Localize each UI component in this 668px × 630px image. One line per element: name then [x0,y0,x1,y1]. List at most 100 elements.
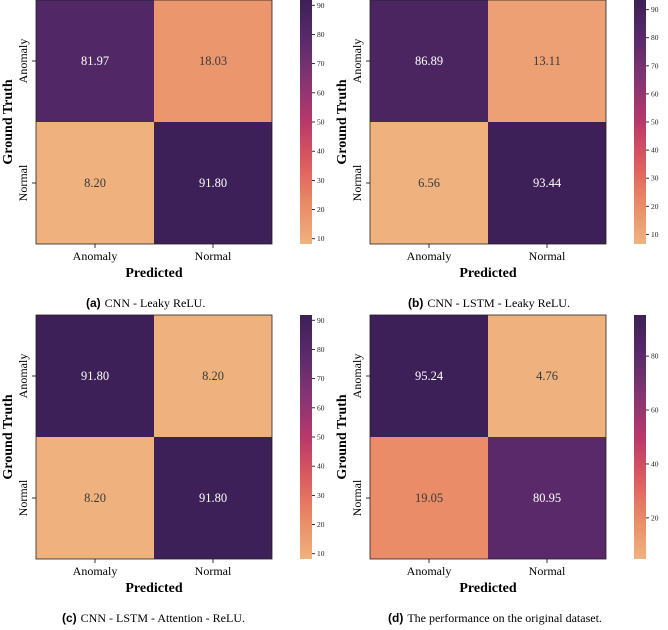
x-tick-label: Normal [195,564,232,578]
heatmap-frame [35,0,273,245]
colorbar-tick-label: 30 [317,176,325,185]
heatmap-cell [488,122,606,244]
colorbar-tick-label: 60 [317,403,325,412]
colorbar-tick-label: 50 [651,118,659,127]
colorbar-tick-label: 20 [651,202,659,211]
colorbar-tick-label: 40 [317,147,325,156]
cell-value-label: 80.95 [533,491,561,505]
caption-text-b: CNN - LSTM - Leaky ReLU. [427,296,570,310]
x-tick-label: Anomaly [407,249,452,263]
colorbar-tick-label: 70 [317,374,325,383]
cell-value-label: 81.97 [81,54,109,68]
cell-value-label: 8.20 [84,176,106,190]
heatmap-cell [36,437,154,559]
colorbar-tick-label: 20 [317,520,325,529]
cell-value-label: 6.56 [418,176,440,190]
y-tick-label: Normal [16,479,30,516]
cell-value-label: 95.24 [415,369,444,383]
colorbar-tick-label: 10 [317,549,325,558]
cell-value-label: 91.80 [199,176,227,190]
caption-a: (a) CNN - Leaky ReLU. [86,296,205,311]
heatmap-cell [154,437,272,559]
heatmap-frame [369,0,607,245]
caption-tag-b: (b) [408,296,424,310]
colorbar-tick-label: 50 [317,118,325,127]
heatmap-cell [36,0,154,122]
y-axis-label: Ground Truth [1,79,16,164]
y-tick-label: Anomaly [16,354,30,399]
y-tick-label: Normal [16,164,30,201]
colorbar-tick-label: 90 [317,1,325,10]
y-tick-label: Normal [350,479,364,516]
heatmap-panel-b: 86.89 13.11 6.56 93.44 Anomaly Normal Anomaly N… [334,0,668,315]
x-tick-label: Normal [529,249,566,263]
heatmap-cell [154,122,272,244]
heatmap-c: 91.80 8.20 8.20 91.80 Anomaly Normal Anomaly No… [1,314,325,596]
caption-d: (d) The performance on the original datas… [388,611,602,626]
x-tick-label: Normal [195,249,232,263]
x-axis-label: Predicted [125,266,182,281]
colorbar-tick-label: 80 [651,352,659,361]
heatmap-frame [369,314,607,560]
heatmap-panel-c: 91.80 8.20 8.20 91.80 Anomaly Normal Anomaly No… [0,314,334,630]
cell-value-label: 18.03 [199,54,227,68]
y-axis-label: Ground Truth [335,79,350,164]
heatmap-d: 95.24 4.76 19.05 80.95 Anomaly Normal Anomaly N… [335,314,659,596]
colorbar-tick-label: 60 [651,406,659,415]
caption-tag-a: (a) [86,296,101,310]
cell-value-label: 19.05 [415,491,443,505]
x-axis-label: Predicted [459,581,516,596]
cell-value-label: 4.76 [536,369,558,383]
colorbar-tick-label: 90 [317,316,325,325]
caption-tag-c: (c) [62,611,77,625]
heatmap-cell [154,315,272,437]
heatmap-cell [370,0,488,122]
cell-value-label: 86.89 [415,54,443,68]
heatmap-cell [370,122,488,244]
colorbar-tick-label: 40 [317,462,325,471]
heatmap-cell [370,437,488,559]
colorbar-tick-label: 60 [317,88,325,97]
x-axis-label: Predicted [125,581,182,596]
x-axis-label: Predicted [459,266,516,281]
heatmap-cell [488,0,606,122]
y-tick-label: Anomaly [350,39,364,84]
cell-value-label: 91.80 [199,491,227,505]
heatmap-panel-d: 95.24 4.76 19.05 80.95 Anomaly Normal Anomaly N… [334,314,668,630]
colorbar-tick-label: 30 [317,491,325,500]
colorbar [300,0,312,244]
colorbar-tick-label: 30 [651,174,659,183]
colorbar-tick-label: 80 [317,345,325,354]
heatmap-cell [488,315,606,437]
cell-value-label: 93.44 [533,176,562,190]
caption-tag-d: (d) [388,611,404,625]
heatmap-cell [154,0,272,122]
y-axis-label: Ground Truth [1,394,16,479]
colorbar-tick-label: 80 [651,33,659,42]
colorbar [300,315,312,559]
colorbar-tick-label: 50 [317,433,325,442]
x-tick-label: Anomaly [73,564,118,578]
heatmap-cell [370,315,488,437]
colorbar-tick-label: 20 [651,513,659,522]
colorbar-tick-label: 10 [651,230,659,239]
caption-b: (b) CNN - LSTM - Leaky ReLU. [408,296,570,311]
x-tick-label: Normal [529,564,566,578]
x-tick-label: Anomaly [407,564,452,578]
heatmap-cell [36,315,154,437]
colorbar-tick-label: 70 [317,59,325,68]
cell-value-label: 13.11 [533,54,561,68]
colorbar-tick-label: 90 [651,5,659,14]
colorbar-tick-label: 70 [651,61,659,70]
caption-text-a: CNN - Leaky ReLU. [104,296,206,310]
heatmap-cell [36,122,154,244]
caption-c: (c) CNN - LSTM - Attention - ReLU. [62,611,245,626]
colorbar-tick-label: 20 [317,205,325,214]
colorbar [634,315,646,559]
heatmap-a: 81.97 18.03 8.20 91.80 Anomaly Normal Anomaly N… [1,0,325,281]
y-tick-label: Normal [350,164,364,201]
colorbar-tick-label: 60 [651,89,659,98]
cell-value-label: 8.20 [202,369,224,383]
x-tick-label: Anomaly [73,249,118,263]
cell-value-label: 8.20 [84,491,106,505]
